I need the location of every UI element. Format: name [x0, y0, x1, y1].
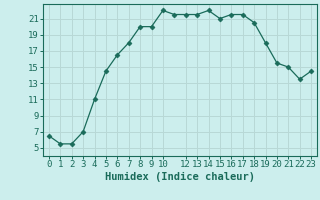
X-axis label: Humidex (Indice chaleur): Humidex (Indice chaleur) [105, 172, 255, 182]
